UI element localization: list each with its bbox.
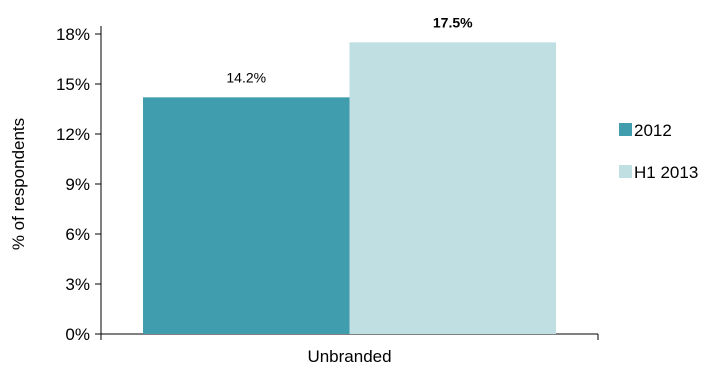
legend-label: 2012 [634, 121, 672, 140]
y-tick-label: 6% [65, 225, 90, 244]
y-axis-title: % of respondents [9, 118, 28, 250]
y-tick-label: 15% [56, 75, 90, 94]
data-label: 17.5% [433, 14, 473, 30]
bars [143, 42, 556, 334]
y-tick-label: 18% [56, 25, 90, 44]
y-tick-label: 9% [65, 175, 90, 194]
bar-2012 [143, 97, 350, 334]
x-axis: Unbranded [100, 333, 599, 366]
bar-h1-2013 [349, 42, 556, 334]
y-tick-label: 3% [65, 275, 90, 294]
x-category-label: Unbranded [307, 347, 391, 366]
legend: 2012 H1 2013 [619, 121, 698, 182]
y-axis: 0% 3% 6% 9% 12% 15% 18% [56, 25, 102, 344]
legend-swatch [619, 123, 632, 136]
data-label: 14.2% [226, 69, 266, 85]
y-tick-label: 12% [56, 125, 90, 144]
legend-swatch [619, 165, 632, 178]
data-labels: 14.2% 17.5% [226, 14, 473, 85]
y-tick-label: 0% [65, 325, 90, 344]
legend-label: H1 2013 [634, 163, 698, 182]
